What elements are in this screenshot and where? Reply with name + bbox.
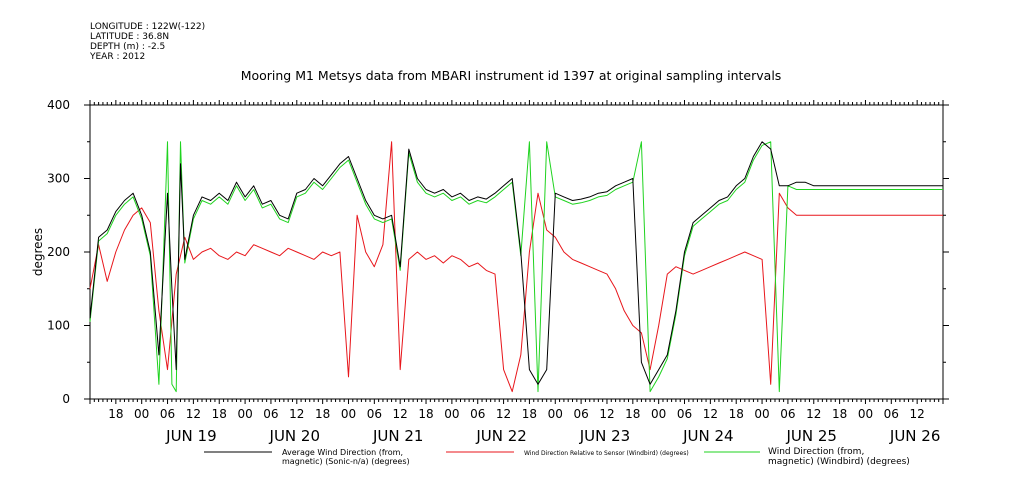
- y-tick-label: 0: [62, 392, 70, 406]
- x-hour-label: 18: [625, 407, 640, 421]
- x-date-label: JUN 20: [269, 427, 320, 445]
- x-date-label: JUN 26: [889, 427, 940, 445]
- x-hour-label: 00: [237, 407, 252, 421]
- y-tick-label: 300: [47, 172, 70, 186]
- x-hour-label: 00: [548, 407, 563, 421]
- year-label: YEAR : 2012: [89, 52, 145, 62]
- x-hour-label: 06: [780, 407, 795, 421]
- x-hour-label: 18: [418, 407, 433, 421]
- x-hour-label: 12: [910, 407, 925, 421]
- x-hour-label: 12: [186, 407, 201, 421]
- x-hour-label: 00: [754, 407, 769, 421]
- x-hour-label: 12: [496, 407, 511, 421]
- y-tick-label: 400: [47, 98, 70, 112]
- x-hour-label: 00: [651, 407, 666, 421]
- depth-label: DEPTH (m) : -2.5: [90, 42, 165, 52]
- latitude-label: LATITUDE : 36.8N: [90, 32, 169, 42]
- legend-label-black-1: Average Wind Direction (from,: [282, 448, 403, 457]
- series-layer: [89, 141, 943, 393]
- x-hour-label: 12: [599, 407, 614, 421]
- series-line-0: [89, 141, 943, 385]
- legend-label-red: Wind Direction Relative to Sensor (Windb…: [524, 450, 689, 457]
- x-hour-label: 18: [522, 407, 537, 421]
- x-hour-label: 18: [832, 407, 847, 421]
- y-axis-label: degrees: [31, 228, 45, 276]
- legend: Average Wind Direction (from, magnetic) …: [204, 447, 910, 467]
- x-hour-label: 00: [858, 407, 873, 421]
- x-hour-label: 06: [367, 407, 382, 421]
- x-hour-label: 12: [806, 407, 821, 421]
- x-hour-label: 06: [884, 407, 899, 421]
- plot-frame: [89, 104, 944, 400]
- x-hour-label: 06: [677, 407, 692, 421]
- x-axis: 18 00 06 12 18 00 06 12 18 00 06 12 18 00 06 12 18 00 06 12…: [89, 100, 944, 445]
- x-hour-label: 06: [470, 407, 485, 421]
- x-hour-label: 12: [393, 407, 408, 421]
- x-hour-label: 18: [729, 407, 744, 421]
- legend-label-green-2: magnetic) (Windbird) (degrees): [768, 457, 910, 467]
- x-hour-label: 12: [703, 407, 718, 421]
- x-date-label: JUN 25: [786, 427, 837, 445]
- series-line-2: [89, 141, 943, 393]
- x-hour-label: 12: [289, 407, 304, 421]
- y-axis: 0 100 200 300 400: [47, 98, 949, 406]
- x-hour-label: 18: [108, 407, 123, 421]
- x-date-label: JUN 21: [372, 427, 423, 445]
- legend-label-green-1: Wind Direction (from,: [768, 447, 864, 457]
- x-hour-label: 06: [573, 407, 588, 421]
- x-hour-label: 00: [134, 407, 149, 421]
- y-tick-label: 200: [47, 245, 70, 259]
- x-hour-label: 18: [212, 407, 227, 421]
- legend-label-black-2: magnetic) (Sonic-n/a) (degrees): [282, 457, 410, 466]
- x-hour-label: 18: [315, 407, 330, 421]
- series-line-1: [89, 141, 943, 393]
- longitude-label: LONGITUDE : 122W(-122): [90, 22, 205, 32]
- x-date-label: JUN 24: [682, 427, 733, 445]
- y-tick-label: 100: [47, 319, 70, 333]
- x-date-label: JUN 23: [579, 427, 630, 445]
- x-date-label: JUN 19: [165, 427, 216, 445]
- x-date-label: JUN 22: [475, 427, 526, 445]
- x-hour-label: 00: [341, 407, 356, 421]
- x-hour-label: 06: [160, 407, 175, 421]
- chart-title: Mooring M1 Metsys data from MBARI instru…: [241, 68, 782, 83]
- x-hour-label: 06: [263, 407, 278, 421]
- x-hour-label: 00: [444, 407, 459, 421]
